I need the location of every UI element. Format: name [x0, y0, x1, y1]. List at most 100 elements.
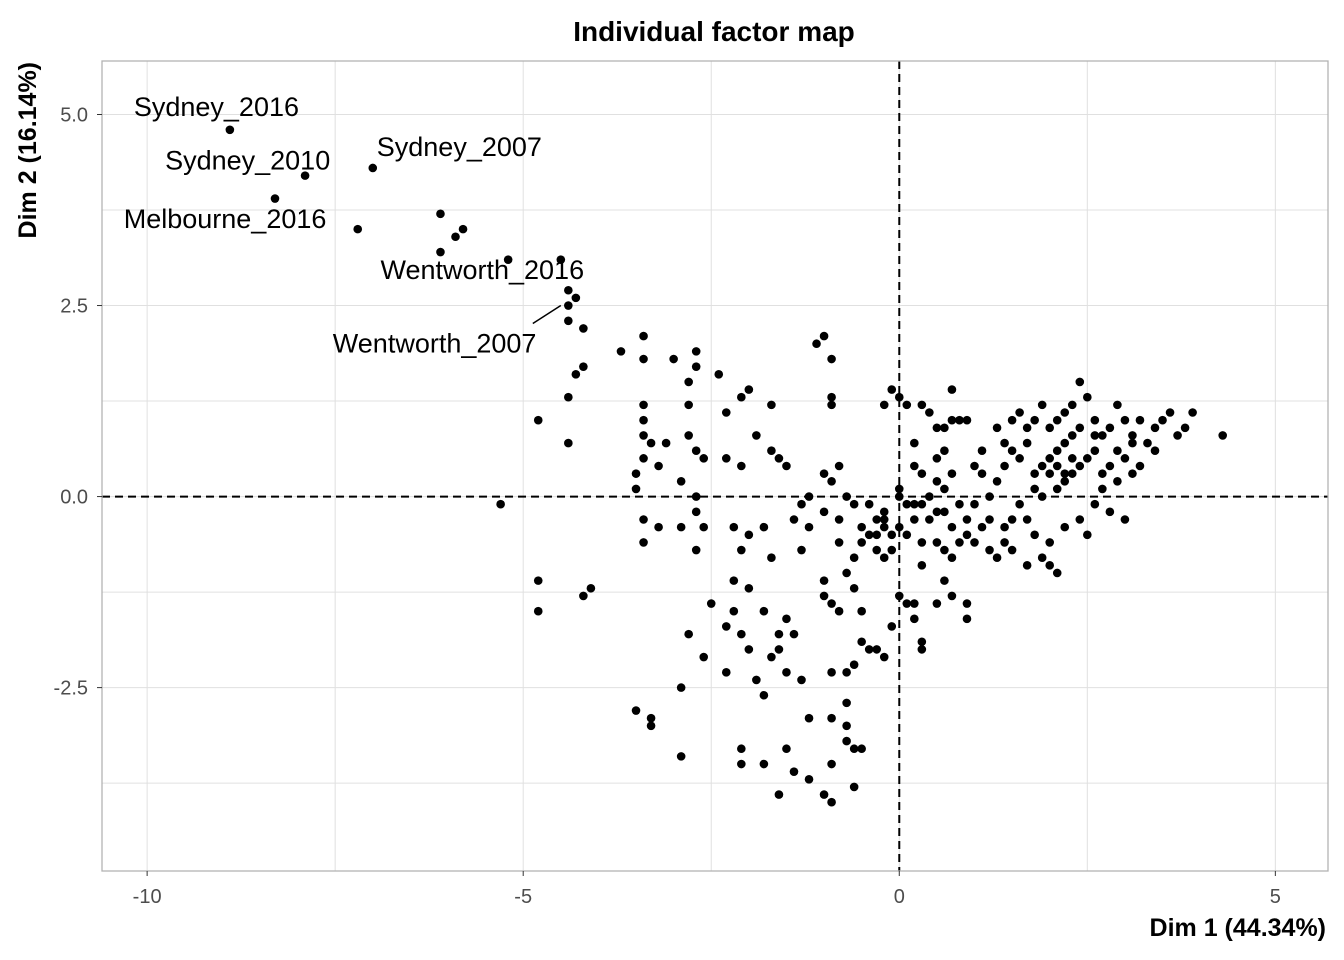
- data-point: [1022, 561, 1032, 570]
- data-point: [564, 392, 573, 402]
- data-point: [706, 599, 716, 608]
- data-point: [1165, 408, 1175, 417]
- data-point: [1180, 423, 1190, 433]
- data-point: [639, 454, 648, 463]
- data-point: [894, 392, 904, 402]
- data-point: [1045, 423, 1055, 433]
- data-point: [797, 545, 806, 555]
- data-point: [879, 507, 889, 517]
- data-point: [646, 713, 656, 723]
- data-point: [804, 522, 814, 532]
- reference-lines: [102, 61, 1328, 871]
- data-point: [646, 721, 656, 731]
- data-point: [804, 775, 814, 784]
- data-point: [879, 652, 889, 662]
- data-point: [571, 293, 581, 303]
- data-point: [932, 507, 942, 517]
- data-point: [1045, 561, 1055, 570]
- data-point: [451, 232, 460, 242]
- data-point: [774, 629, 784, 639]
- data-point: [300, 171, 310, 180]
- data-point: [827, 392, 836, 402]
- data-point: [676, 752, 686, 761]
- data-point: [1015, 454, 1024, 463]
- x-tick-label: 5: [1270, 886, 1281, 908]
- data-point: [925, 408, 934, 417]
- data-point: [1000, 538, 1009, 547]
- data-point: [1007, 515, 1017, 524]
- data-point: [767, 400, 776, 410]
- data-point: [812, 339, 821, 349]
- data-point: [910, 499, 919, 509]
- data-point: [691, 507, 701, 517]
- data-point: [1135, 461, 1145, 471]
- data-point: [947, 522, 957, 532]
- data-point: [910, 515, 919, 524]
- data-point: [782, 668, 791, 677]
- data-point: [970, 461, 979, 471]
- data-point: [804, 492, 814, 501]
- data-point: [910, 461, 919, 471]
- data-point: [842, 568, 851, 578]
- data-point: [887, 545, 897, 555]
- data-point: [827, 599, 836, 608]
- data-point: [1000, 522, 1009, 532]
- data-point: [947, 385, 957, 394]
- data-point: [804, 713, 814, 723]
- data-point: [872, 515, 882, 524]
- data-point: [955, 415, 964, 425]
- data-point: [1090, 499, 1100, 509]
- data-point: [947, 553, 957, 562]
- data-point: [917, 400, 927, 410]
- data-point: [1045, 538, 1055, 547]
- data-point: [1128, 431, 1137, 440]
- data-point: [842, 668, 851, 677]
- scatter-points: [225, 125, 1227, 807]
- data-point: [872, 645, 882, 654]
- data-point: [661, 438, 671, 448]
- data-point: [940, 576, 949, 585]
- data-point: [759, 690, 769, 700]
- data-point: [1113, 476, 1122, 486]
- data-point: [842, 492, 851, 501]
- data-point: [564, 438, 573, 448]
- data-point: [270, 194, 280, 203]
- data-point: [1075, 423, 1085, 433]
- data-point: [684, 377, 693, 387]
- data-point: [1060, 408, 1070, 417]
- data-point: [932, 538, 942, 547]
- data-point: [699, 454, 709, 463]
- label-leader-line: [532, 304, 562, 325]
- data-point: [940, 545, 949, 555]
- data-point: [932, 454, 942, 463]
- data-point: [1113, 400, 1122, 410]
- data-point: [1067, 454, 1077, 463]
- data-point: [752, 431, 761, 440]
- data-point: [533, 576, 543, 585]
- data-point: [774, 790, 784, 799]
- data-point: [729, 522, 739, 532]
- data-point: [1045, 454, 1055, 463]
- data-point: [1007, 545, 1017, 555]
- data-point: [579, 362, 588, 371]
- data-point: [1052, 415, 1062, 425]
- data-point: [985, 515, 994, 524]
- data-point: [654, 461, 663, 471]
- data-point: [737, 545, 746, 555]
- data-point: [737, 392, 746, 402]
- data-point: [917, 645, 927, 654]
- data-point: [1083, 530, 1092, 540]
- data-point: [962, 415, 972, 425]
- data-point: [744, 583, 754, 593]
- data-point: [879, 522, 889, 532]
- data-point: [849, 553, 859, 562]
- data-point: [879, 400, 889, 410]
- data-point: [1158, 415, 1167, 425]
- data-point: [940, 484, 949, 494]
- data-point: [1052, 484, 1062, 494]
- data-point: [639, 415, 648, 425]
- data-point: [992, 553, 1002, 562]
- data-point: [789, 515, 799, 524]
- data-point: [729, 606, 739, 616]
- data-point: [721, 622, 731, 631]
